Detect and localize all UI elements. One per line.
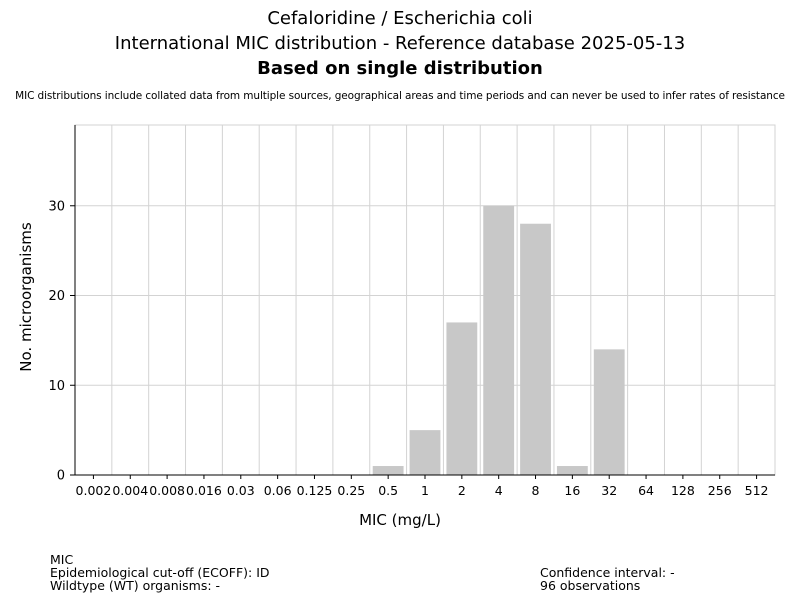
y-tick-label: 30 <box>48 199 65 214</box>
bar-2 <box>446 322 478 475</box>
x-tick-label: 2 <box>458 483 466 498</box>
bar-4 <box>483 205 515 475</box>
y-axis-title: No. microorganisms <box>17 222 35 372</box>
bar-8 <box>520 223 551 475</box>
x-axis-title: MIC (mg/L) <box>359 511 441 529</box>
x-tick-label: 256 <box>708 483 732 498</box>
footer-left: MIC Epidemiological cut-off (ECOFF): ID … <box>50 553 270 592</box>
disclaimer-note: MIC distributions include collated data … <box>15 90 785 102</box>
x-tick-label: 0.06 <box>264 483 292 498</box>
bar-32 <box>593 349 625 475</box>
footer-right: Confidence interval: - 96 observations <box>540 566 675 592</box>
bar-16 <box>556 466 588 475</box>
y-tick-label: 10 <box>48 379 65 394</box>
x-tick-label: 8 <box>532 483 540 498</box>
y-tick-label: 20 <box>48 289 65 304</box>
x-tick-label: 0.5 <box>378 483 398 498</box>
chart-subtitle: International MIC distribution - Referen… <box>114 33 686 54</box>
x-tick-label: 0.03 <box>227 483 255 498</box>
x-tick-label: 1 <box>421 483 429 498</box>
x-tick-label: 128 <box>671 483 695 498</box>
footer-wildtype: Wildtype (WT) organisms: - <box>50 578 221 593</box>
x-tick-label: 16 <box>564 483 580 498</box>
bar-1 <box>409 430 441 475</box>
chart-subtitle-bold: Based on single distribution <box>257 58 543 79</box>
chart-title: Cefaloridine / Escherichia coli <box>267 8 533 29</box>
x-tick-label: 0.016 <box>186 483 222 498</box>
footer-ecoff: Epidemiological cut-off (ECOFF): ID <box>50 565 270 580</box>
x-tick-label: 0.125 <box>297 483 333 498</box>
plot-frame <box>74 124 776 476</box>
x-tick-label: 32 <box>601 483 617 498</box>
footer-confidence: Confidence interval: - <box>540 565 675 580</box>
y-tick-label: 0 <box>57 469 65 484</box>
bar-0.5 <box>372 466 404 475</box>
x-tick-label: 0.002 <box>76 483 112 498</box>
x-tick-label: 0.004 <box>112 483 148 498</box>
x-tick-label: 0.008 <box>149 483 185 498</box>
x-tick-label: 4 <box>495 483 503 498</box>
x-tick-label: 64 <box>638 483 654 498</box>
x-tick-label: 0.25 <box>337 483 365 498</box>
footer-observations: 96 observations <box>540 578 641 593</box>
x-tick-label: 512 <box>745 483 769 498</box>
footer-mic-label: MIC <box>50 552 74 567</box>
chart-title-block: Cefaloridine / Escherichia coli Internat… <box>0 6 800 81</box>
